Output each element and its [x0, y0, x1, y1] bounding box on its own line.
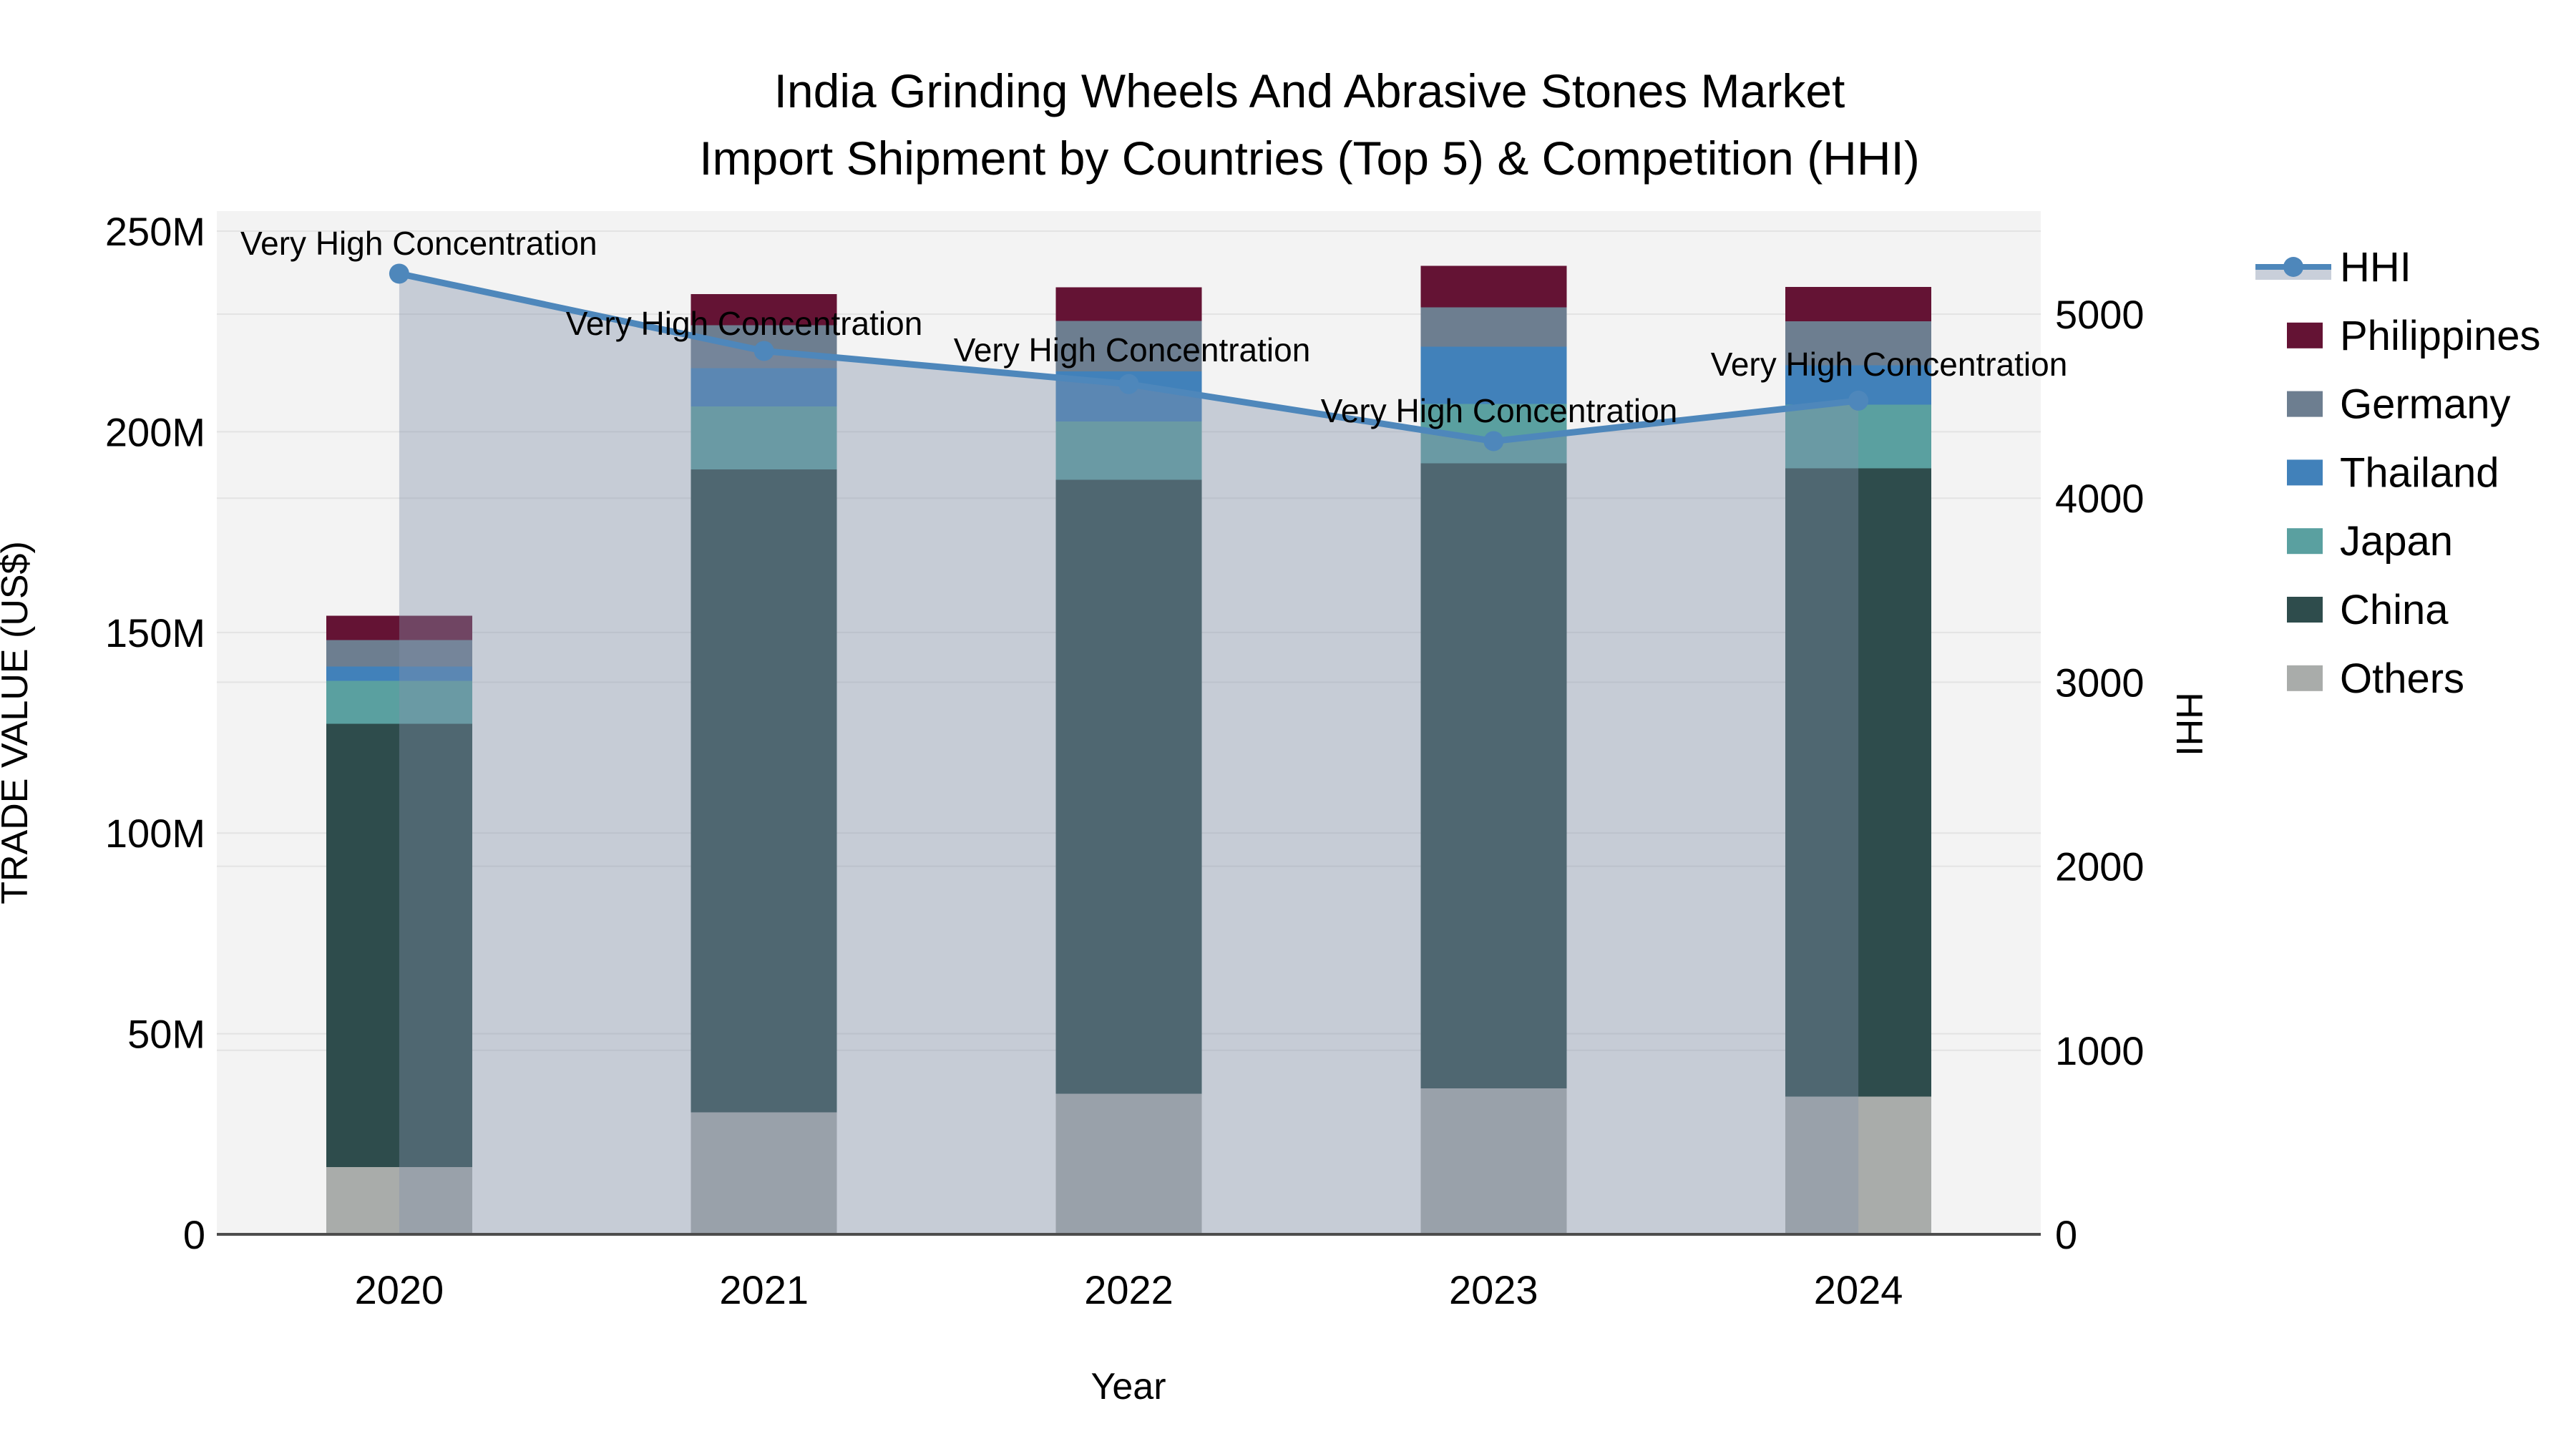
right-tick: 3000: [2055, 660, 2145, 705]
bar-segment-others-2020: [326, 1166, 472, 1234]
bar-segment-china-2024: [1785, 468, 1932, 1097]
bar-segment-germany-2023: [1420, 307, 1567, 347]
legend-swatch-thailand: [2287, 459, 2323, 486]
annotation-2023: Very High Concentration: [1321, 392, 1678, 429]
stacked-bars: [326, 265, 1932, 1234]
annotations: Very High Concentration Very High Concent…: [240, 225, 2067, 429]
right-axis-ticks: 0 1000 2000 3000 4000 5000: [2055, 292, 2145, 1257]
bar-segment-others-2021: [691, 1112, 837, 1234]
legend-label-philippines: Philippines: [2340, 313, 2541, 359]
bar-segment-japan-2020: [326, 680, 472, 724]
bar-segment-japan-2024: [1785, 404, 1932, 469]
x-tick-2023: 2023: [1449, 1267, 1538, 1312]
bar-segment-philippines-2021: [691, 294, 837, 326]
chart-title-line2: Import Shipment by Countries (Top 5) & C…: [699, 132, 1920, 185]
left-tick: 250M: [105, 209, 205, 254]
bar-segment-germany-2020: [326, 640, 472, 667]
legend-label-thailand: Thailand: [2340, 449, 2499, 496]
left-tick: 200M: [105, 409, 205, 454]
left-tick: 100M: [105, 811, 205, 856]
left-tick: 150M: [105, 610, 205, 655]
legend-swatch-japan: [2287, 528, 2323, 555]
bar-segment-germany-2022: [1055, 321, 1202, 371]
left-tick: 0: [183, 1212, 205, 1257]
bar-segment-others-2024: [1785, 1096, 1932, 1234]
hhi-point-2022: [1118, 374, 1139, 394]
bar-segment-philippines-2023: [1420, 265, 1567, 308]
legend-label-others: Others: [2340, 655, 2464, 702]
bar-segment-china-2020: [326, 723, 472, 1167]
hhi-point-2023: [1483, 431, 1504, 452]
right-tick: 0: [2055, 1212, 2077, 1257]
annotation-2024: Very High Concentration: [1711, 346, 2068, 383]
legend-label-germany: Germany: [2340, 381, 2511, 428]
legend: HHI Philippines Germany Thailand Japan China O…: [2255, 244, 2541, 702]
bar-segment-others-2022: [1055, 1093, 1202, 1234]
bar-segment-others-2023: [1420, 1088, 1567, 1234]
legend-hhi-marker: [2283, 257, 2303, 277]
annotation-2022: Very High Concentration: [954, 331, 1311, 369]
legend-swatch-china: [2287, 597, 2323, 623]
legend-swatch-others: [2287, 665, 2323, 691]
bar-segment-germany-2024: [1785, 321, 1932, 366]
x-axis-label: Year: [1091, 1366, 1166, 1407]
left-tick: 50M: [127, 1012, 205, 1057]
legend-label-china: China: [2340, 587, 2449, 633]
bar-segment-china-2023: [1420, 463, 1567, 1088]
right-tick: 2000: [2055, 844, 2145, 889]
right-tick: 5000: [2055, 292, 2145, 337]
hhi-area-fill: [399, 273, 1859, 1234]
x-tick-2020: 2020: [355, 1267, 444, 1312]
bar-segment-thailand-2020: [326, 666, 472, 681]
bar-segment-thailand-2021: [691, 368, 837, 407]
y2-axis-label: HHI: [2168, 692, 2210, 756]
annotation-2020: Very High Concentration: [240, 225, 597, 262]
hhi-point-2021: [753, 341, 774, 361]
legend-swatch-germany: [2287, 391, 2323, 417]
bar-segment-china-2021: [691, 469, 837, 1113]
bar-segment-philippines-2022: [1055, 287, 1202, 321]
legend-label-hhi: HHI: [2340, 244, 2411, 291]
x-tick-2021: 2021: [719, 1267, 809, 1312]
bar-segment-japan-2021: [691, 406, 837, 470]
left-axis-ticks: 0 50M 100M 150M 200M 250M: [105, 209, 205, 1257]
hhi-point-2024: [1848, 390, 1869, 411]
bar-segment-japan-2022: [1055, 421, 1202, 480]
x-axis-ticks: 2020 2021 2022 2023 2024: [355, 1267, 1903, 1312]
right-tick: 4000: [2055, 476, 2145, 521]
x-tick-2022: 2022: [1084, 1267, 1174, 1312]
y-axis-label: TRADE VALUE (US$): [0, 541, 36, 904]
bar-segment-china-2022: [1055, 479, 1202, 1094]
bar-segment-philippines-2024: [1785, 286, 1932, 322]
legend-label-japan: Japan: [2340, 518, 2453, 565]
x-tick-2024: 2024: [1814, 1267, 1903, 1312]
annotation-2021: Very High Concentration: [566, 305, 923, 342]
hhi-markers: [389, 263, 1869, 452]
bar-segment-philippines-2020: [326, 615, 472, 640]
right-tick: 1000: [2055, 1028, 2145, 1073]
legend-swatch-philippines: [2287, 322, 2323, 348]
bar-segment-thailand-2023: [1420, 346, 1567, 404]
chart-title-line1: India Grinding Wheels And Abrasive Stone…: [774, 64, 1845, 117]
hhi-point-2020: [389, 263, 409, 284]
